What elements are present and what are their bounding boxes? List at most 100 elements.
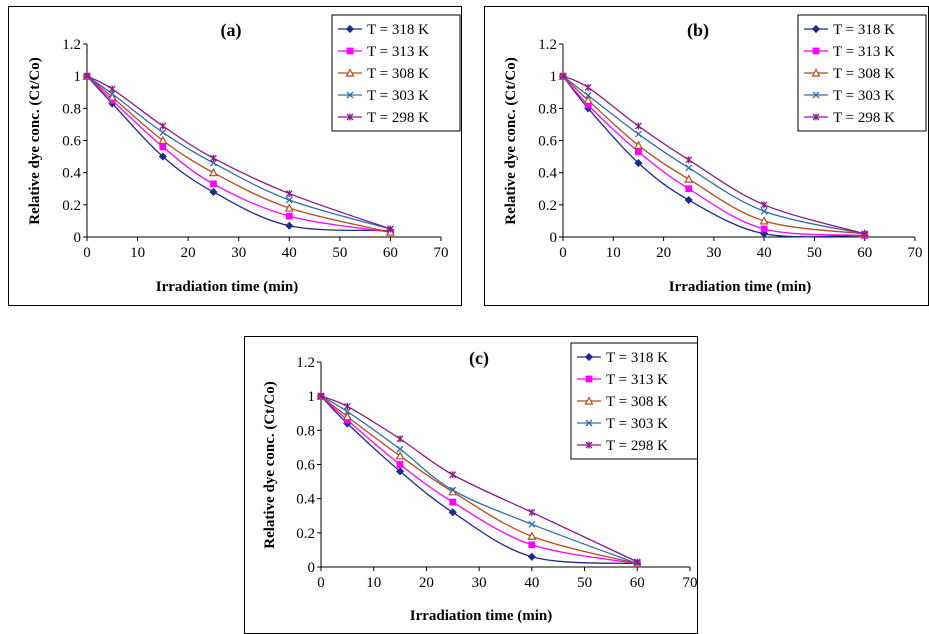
data-point: [584, 83, 592, 91]
y-tick-label: 1.2: [296, 355, 315, 371]
chart-title: (b): [687, 20, 709, 41]
data-point: [108, 85, 116, 93]
data-point: [760, 207, 768, 215]
data-point: [210, 180, 217, 188]
legend-label: T = 313 K: [833, 44, 895, 60]
y-tick-label: 0.6: [62, 134, 81, 150]
x-tick-label: 50: [577, 575, 592, 591]
chart-panel-b: 0 0.2 0.4 0.6 0.8 1 1.2 0 10 20 30 40 50 60 70 Irradiat…: [484, 6, 929, 306]
data-point: [449, 498, 457, 506]
y-tick-label: 0.8: [296, 423, 315, 439]
chart-panel-a: 0 0.2 0.4 0.6 0.8 1 1.2 0 10 20 30 40 50 60 70 Irradiat…: [8, 6, 462, 306]
legend-swatch-marker: [346, 47, 354, 55]
data-point: [584, 92, 592, 99]
data-point: [685, 156, 693, 164]
y-tick-label: 0.2: [62, 198, 81, 214]
legend-label: T = 303 K: [606, 416, 668, 432]
legend-label: T = 318 K: [367, 22, 429, 38]
x-tick-label: 30: [472, 575, 487, 591]
data-point: [861, 230, 869, 238]
y-tick-label: 0.6: [538, 134, 557, 150]
legend: T = 318 K T = 313 K T = 308 K T = 303 K T = …: [570, 342, 697, 460]
y-tick-label: 0.6: [296, 458, 315, 474]
legend-label: T = 303 K: [367, 88, 429, 104]
x-tick-label: 70: [908, 245, 923, 261]
data-point: [527, 552, 536, 561]
x-tick-label: 20: [656, 245, 671, 261]
data-point: [209, 187, 218, 197]
data-point: [343, 402, 351, 410]
data-point: [386, 225, 394, 233]
x-tick-label: 70: [434, 245, 449, 261]
data-point: [448, 508, 457, 517]
x-tick-label: 10: [606, 245, 621, 261]
data-point: [559, 72, 567, 80]
data-point: [285, 190, 293, 198]
y-tick-label: 0: [308, 560, 316, 576]
data-point: [527, 531, 537, 540]
data-point: [634, 122, 642, 130]
y-tick-label: 0.2: [538, 198, 557, 214]
legend-swatch-marker: [585, 419, 593, 427]
data-point: [396, 467, 405, 476]
x-tick-label: 50: [332, 245, 347, 261]
y-tick-label: 0.8: [62, 101, 81, 117]
legend-swatch-marker: [812, 113, 820, 121]
data-point: [107, 92, 117, 101]
legend-swatch-marker: [584, 396, 594, 405]
x-tick-label: 40: [282, 245, 297, 261]
legend-label: T = 308 K: [367, 66, 429, 82]
x-axis-label: Irradiation time (min): [156, 279, 298, 295]
y-tick-label: 1.2: [538, 37, 557, 53]
data-point: [759, 216, 769, 225]
legend-swatch-marker: [345, 68, 355, 77]
data-point: [285, 212, 293, 220]
x-tick-label: 40: [524, 575, 539, 591]
legend-label: T = 318 K: [606, 350, 668, 366]
legend-label: T = 313 K: [606, 372, 668, 388]
data-point: [528, 520, 536, 528]
y-tick-label: 0.8: [538, 101, 557, 117]
data-point: [685, 185, 693, 193]
data-point: [396, 435, 404, 443]
x-tick-label: 60: [383, 245, 398, 261]
y-tick-label: 1: [308, 389, 316, 405]
data-point: [395, 451, 405, 460]
legend-swatch-marker: [345, 24, 355, 34]
chart-a-svg: 0 0.2 0.4 0.6 0.8 1 1.2 0 10 20 30 40 50 60 70 Irradiat…: [27, 14, 461, 295]
series-t-298-k: [559, 72, 869, 238]
y-tick-label: 0.4: [538, 166, 557, 182]
data-point: [158, 152, 167, 161]
data-point: [209, 154, 217, 162]
data-point: [159, 143, 167, 151]
data-point: [684, 195, 693, 205]
x-tick-label: 20: [419, 575, 434, 591]
data-point: [528, 508, 536, 516]
y-axis-label: Relative dye conc. (Ct/Co): [27, 57, 43, 224]
data-point: [396, 461, 404, 468]
data-point: [635, 148, 642, 156]
data-point: [285, 196, 293, 204]
y-tick-label: 1.2: [62, 37, 81, 53]
data-point: [685, 164, 693, 172]
legend-swatch-marker: [811, 68, 821, 77]
data-point: [634, 130, 642, 138]
y-axis-label: Relative dye conc. (Ct/Co): [503, 57, 519, 224]
legend-swatch-marker: [812, 91, 820, 99]
y-tick-label: 0: [550, 230, 558, 246]
chart-panel-c: 0 0.2 0.4 0.6 0.8 1 1.2 0 10 20 30 40 50 60 70 Irradiat…: [244, 336, 698, 634]
series-t-308-k: [316, 391, 642, 568]
legend-label: T = 298 K: [833, 110, 895, 126]
series-t-298-k: [83, 72, 394, 233]
legend: T = 318 K T = 313 K T = 308 K T = 303 K T = …: [331, 14, 461, 132]
data-point: [159, 128, 167, 136]
data-point: [285, 221, 294, 230]
chart-title: (a): [221, 20, 242, 41]
y-tick-label: 0.4: [62, 166, 81, 182]
legend-swatch-marker: [811, 24, 821, 34]
chart-title: (c): [469, 348, 489, 369]
legend-label: T = 298 K: [367, 110, 429, 126]
legend-label: T = 318 K: [833, 22, 895, 38]
data-point: [528, 541, 536, 549]
y-tick-label: 0.4: [296, 492, 315, 508]
